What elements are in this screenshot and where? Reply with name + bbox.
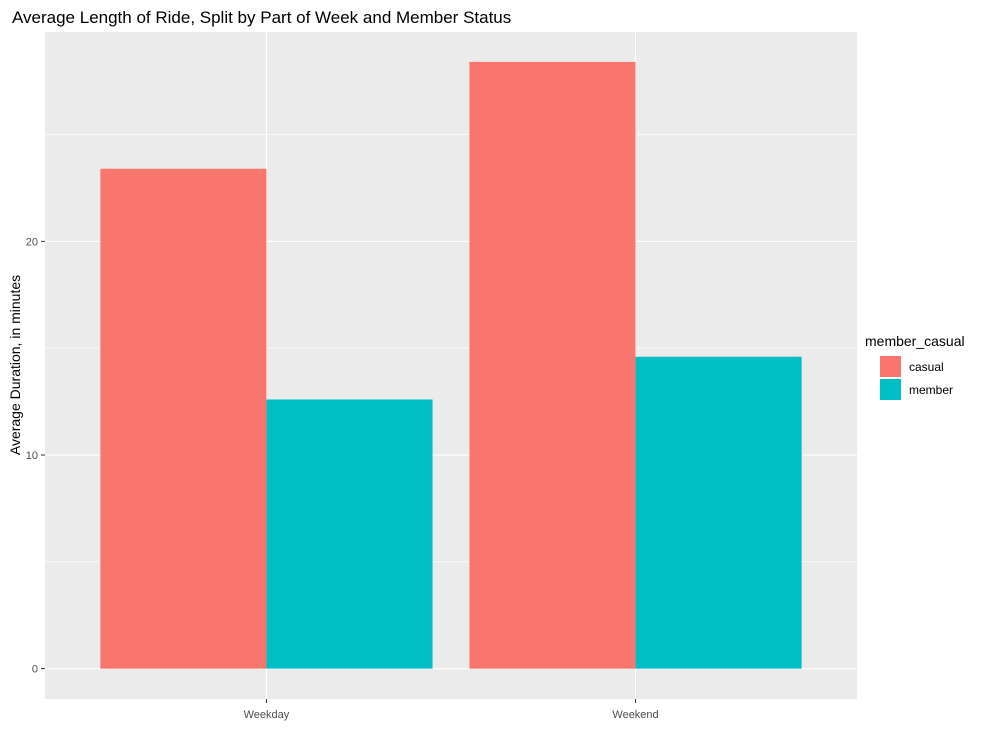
y-tick-label: 0 (32, 664, 38, 676)
y-axis-title: Average Duration, in minutes (7, 275, 23, 455)
y-axis: 0 10 20 (26, 236, 45, 676)
bar-member-weekday (266, 399, 433, 669)
bar-casual-weekday (100, 168, 267, 669)
legend-key-casual (880, 356, 901, 377)
x-axis: Weekday Weekend (244, 699, 659, 721)
y-tick-label: 20 (26, 236, 38, 248)
legend-label-member: member (909, 383, 953, 397)
legend-key-member (880, 379, 901, 400)
x-tick-label: Weekend (612, 709, 658, 721)
legend: member_casual casual member (865, 333, 965, 400)
x-tick-label: Weekday (244, 709, 290, 721)
y-tick-label: 10 (26, 450, 38, 462)
legend-label-casual: casual (909, 360, 944, 374)
bars (100, 61, 802, 669)
bar-casual-weekend (469, 61, 636, 669)
legend-title: member_casual (865, 333, 965, 349)
chart-title: Average Length of Ride, Split by Part of… (12, 8, 511, 27)
bar-member-weekend (635, 356, 802, 669)
